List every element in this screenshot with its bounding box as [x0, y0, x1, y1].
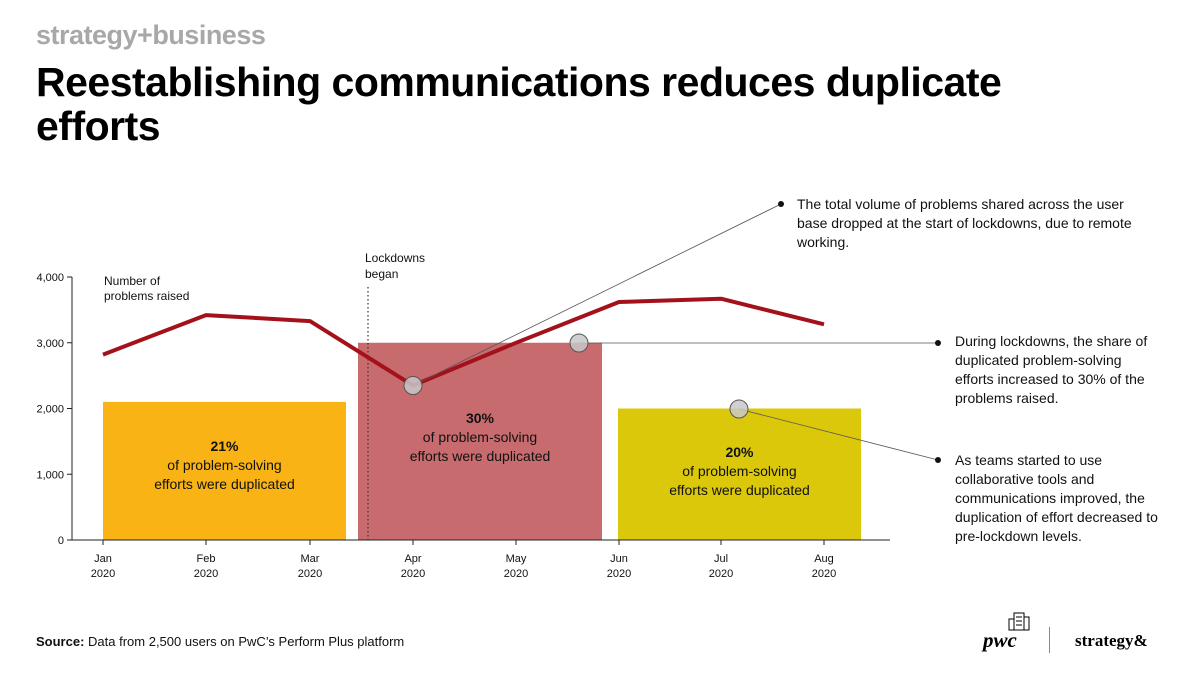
- y-tick-label: 2,000: [36, 404, 64, 416]
- series-label: problems raised: [104, 289, 189, 303]
- period-bar-percent: 20%: [725, 444, 754, 460]
- x-tick-label: 2020: [91, 568, 115, 580]
- period-bar: [618, 408, 861, 540]
- chart-title: Reestablishing communications reduces du…: [36, 59, 1002, 149]
- x-tick-label: Mar: [301, 553, 320, 565]
- building-icon: [1008, 612, 1030, 631]
- annotation-lockdown-share: During lockdowns, the share of duplicate…: [955, 333, 1148, 406]
- x-tick-label: 2020: [504, 568, 528, 580]
- callout-line-decrease: [738, 408, 939, 461]
- callout-marker: [403, 375, 423, 395]
- x-tick-label: May: [506, 553, 527, 565]
- period-bar-label: efforts were duplicated: [410, 448, 551, 464]
- y-tick-label: 1,000: [36, 469, 64, 481]
- period-bar-label: efforts were duplicated: [669, 482, 810, 498]
- x-tick-label: Jun: [610, 553, 628, 565]
- x-tick-label: 2020: [607, 568, 631, 580]
- x-tick-label: 2020: [298, 568, 322, 580]
- period-bar-label: of problem-solving: [682, 463, 796, 479]
- pwc-logo: pwc: [983, 628, 1017, 652]
- callout-line-volume: [412, 203, 782, 386]
- callout-marker: [569, 333, 589, 353]
- source-label: Source:: [36, 634, 85, 649]
- x-tick-label: 2020: [709, 568, 733, 580]
- logo-divider: [1049, 627, 1050, 653]
- callout-dot: [935, 457, 941, 463]
- annotation-decrease: As teams started to use collaborative to…: [955, 452, 1158, 544]
- x-tick-label: Apr: [404, 553, 421, 565]
- x-tick-label: Aug: [814, 553, 834, 565]
- period-bar-percent: 21%: [210, 438, 239, 454]
- problems-line: [102, 296, 825, 388]
- lockdown-label: began: [365, 267, 398, 281]
- y-tick-label: 0: [58, 535, 64, 547]
- callout-dot: [778, 201, 784, 207]
- y-tick-label: 4,000: [36, 272, 64, 284]
- period-bar-label: of problem-solving: [423, 429, 537, 445]
- annotation-volume: The total volume of problems shared acro…: [797, 196, 1132, 250]
- period-bar-percent: 30%: [466, 410, 495, 426]
- x-tick-label: Jan: [94, 553, 112, 565]
- x-tick-label: Feb: [197, 553, 216, 565]
- x-tick-label: 2020: [812, 568, 836, 580]
- x-tick-label: 2020: [401, 568, 425, 580]
- source-text: Data from 2,500 users on PwC’s Perform P…: [88, 634, 405, 649]
- series-label: Number of: [104, 274, 161, 288]
- source-note: Source: Data from 2,500 users on PwC’s P…: [36, 634, 404, 649]
- lockdown-label: Lockdowns: [365, 251, 425, 265]
- period-bar-label: of problem-solving: [167, 457, 281, 473]
- x-tick-label: 2020: [194, 568, 218, 580]
- period-bar-label: efforts were duplicated: [154, 476, 295, 492]
- callout-marker: [729, 399, 749, 419]
- strategy-and-logo: strategy&: [1075, 631, 1148, 650]
- x-tick-label: Jul: [714, 553, 728, 565]
- callout-dot: [935, 340, 941, 346]
- brand-wordmark: strategy+business: [36, 20, 266, 50]
- y-tick-label: 3,000: [36, 338, 64, 350]
- period-bar: [103, 401, 346, 540]
